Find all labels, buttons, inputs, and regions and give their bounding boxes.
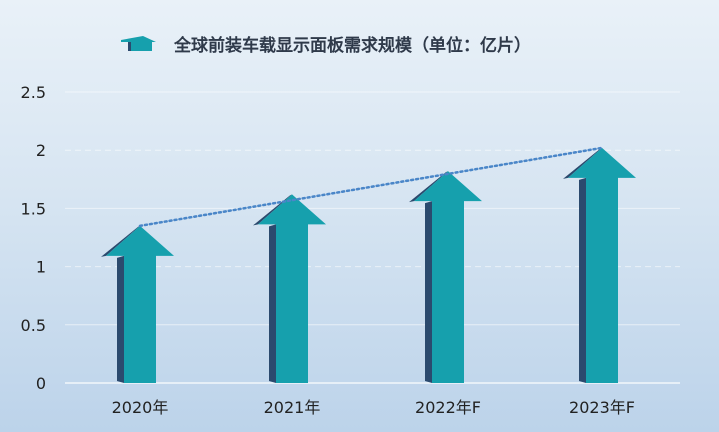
bar-arrow-side: [579, 177, 586, 383]
bar-arrow-front: [568, 147, 636, 383]
legend: 全球前装车载显示面板需求规模（单位：亿片）: [121, 35, 531, 56]
bar-arrow-head-side: [409, 171, 448, 203]
x-tick-label: 2021年: [264, 398, 321, 417]
y-tick-label: 2.5: [21, 83, 46, 102]
trend-line: [138, 146, 604, 228]
bars: [101, 147, 636, 383]
legend-arrow-icon: [121, 36, 156, 51]
bar-arrow: [101, 225, 174, 383]
bar-arrow-front: [258, 194, 326, 383]
y-tick-label: 1.5: [21, 199, 46, 218]
legend-arrow-side: [128, 42, 131, 51]
bar-arrow-side: [425, 201, 432, 383]
y-tick-label: 1: [36, 258, 46, 277]
x-tick-label: 2023年F: [569, 398, 635, 417]
bar-arrow-head-side: [101, 225, 140, 257]
bar-arrow: [253, 194, 326, 383]
y-tick-label: 0: [36, 374, 46, 393]
x-tick-label: 2022年F: [415, 398, 481, 417]
x-axis-ticks: 2020年 2021年 2022年F 2023年F: [112, 398, 635, 417]
bar-arrow-head-side: [563, 147, 602, 179]
bar-arrow: [563, 147, 636, 383]
bar-arrow-front: [414, 171, 482, 383]
y-tick-label: 0.5: [21, 316, 46, 335]
y-tick-label: 2: [36, 141, 46, 160]
bar-arrow-front: [106, 225, 174, 383]
bar-arrow: [409, 171, 482, 383]
bar-arrow-side: [117, 255, 124, 383]
chart-title: 全球前装车载显示面板需求规模（单位：亿片）: [173, 35, 531, 56]
y-axis-ticks: 0 0.5 1 1.5 2 2.5: [21, 83, 46, 393]
grid-lines: [65, 91, 680, 326]
x-tick-label: 2020年: [112, 398, 169, 417]
bar-arrow-side: [269, 224, 276, 383]
